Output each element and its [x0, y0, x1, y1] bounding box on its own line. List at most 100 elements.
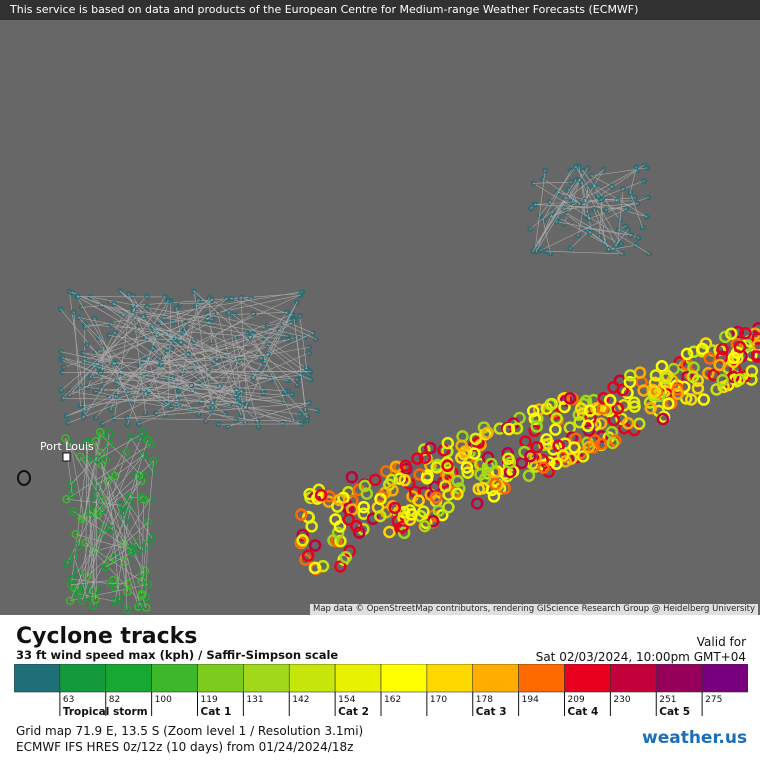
- track-point: [95, 427, 105, 437]
- track-point: [264, 323, 270, 329]
- track-point: [725, 327, 738, 340]
- track-segment: [141, 499, 145, 582]
- track-point: [73, 584, 83, 594]
- track-point: [314, 407, 320, 414]
- track-segment: [60, 351, 115, 364]
- track-point: [745, 373, 758, 386]
- track-point: [67, 489, 77, 499]
- track-point: [424, 441, 437, 455]
- track-segment: [87, 460, 107, 501]
- track-point: [130, 307, 137, 313]
- track-point: [254, 418, 261, 424]
- track-point: [750, 350, 760, 363]
- track-point: [161, 315, 167, 322]
- track-point: [294, 299, 300, 305]
- scale-box: [59, 664, 107, 693]
- track-point: [195, 297, 202, 303]
- track-point: [684, 393, 698, 406]
- track-segment: [591, 175, 613, 187]
- track-segment: [234, 337, 260, 428]
- track-point: [607, 380, 620, 394]
- track-point: [62, 559, 72, 568]
- track-segment: [263, 301, 298, 363]
- track-point: [639, 224, 646, 231]
- track-point: [522, 469, 536, 482]
- track-segment: [71, 579, 111, 585]
- track-point: [552, 439, 565, 453]
- track-segment: [183, 329, 243, 392]
- track-point: [611, 402, 625, 415]
- track-point: [527, 226, 533, 232]
- track-point: [214, 310, 221, 317]
- track-point: [137, 493, 147, 503]
- track-segment: [605, 203, 638, 211]
- track-point: [530, 420, 543, 433]
- track-point: [93, 490, 103, 499]
- track-point: [58, 387, 64, 394]
- track-point: [175, 387, 182, 394]
- track-segment: [245, 301, 298, 408]
- track-segment: [267, 319, 295, 327]
- track-point: [584, 165, 591, 171]
- track-point: [112, 330, 118, 336]
- track-point: [645, 194, 652, 201]
- track-point: [623, 375, 637, 389]
- track-point: [313, 336, 319, 343]
- track-point: [703, 352, 717, 365]
- track-point: [165, 402, 172, 408]
- track-segment: [147, 357, 166, 416]
- track-point: [134, 602, 143, 611]
- track-point: [655, 359, 669, 373]
- track-point: [474, 468, 487, 481]
- track-point: [121, 448, 131, 457]
- track-segment: [129, 439, 148, 498]
- track-point: [99, 421, 106, 427]
- track-segment: [95, 549, 142, 582]
- category-label: Cat 3: [476, 706, 507, 718]
- track-point: [79, 513, 89, 523]
- place-label: Port Louis: [40, 440, 94, 453]
- track-segment: [107, 481, 143, 574]
- scale-value: 209: [568, 695, 585, 705]
- track-point: [560, 221, 567, 227]
- track-point: [209, 296, 215, 303]
- track-point: [188, 382, 195, 389]
- track-point: [67, 580, 76, 590]
- track-point: [524, 449, 537, 463]
- scale-box: [655, 664, 703, 693]
- track-point: [405, 508, 418, 521]
- track-point: [418, 451, 432, 464]
- model-info: ECMWF IFS HRES 0z/12z (10 days) from 01/…: [16, 740, 354, 754]
- scale-value: 154: [338, 695, 355, 705]
- track-point: [461, 466, 475, 479]
- track-segment: [81, 527, 106, 601]
- track-point: [609, 183, 615, 190]
- track-point: [733, 373, 746, 386]
- track-point: [63, 413, 70, 419]
- track-point: [546, 199, 553, 205]
- track-point: [87, 374, 93, 381]
- track-point: [575, 232, 581, 239]
- track-segment: [114, 303, 172, 343]
- track-point: [696, 342, 709, 356]
- track-point: [57, 306, 64, 313]
- track-segment: [157, 347, 172, 376]
- track-segment: [110, 324, 160, 359]
- track-point: [586, 229, 593, 236]
- category-label: Cat 4: [568, 706, 599, 718]
- track-point: [282, 389, 289, 396]
- track-segment: [73, 311, 81, 406]
- track-point: [310, 330, 316, 337]
- track-point: [105, 556, 114, 566]
- track-point: [555, 188, 562, 195]
- track-point: [204, 315, 211, 322]
- track-segment: [581, 182, 617, 247]
- track-segment: [109, 301, 264, 391]
- track-point: [301, 549, 315, 562]
- track-point: [297, 313, 303, 319]
- track-point: [528, 412, 542, 426]
- track-point: [533, 249, 539, 255]
- track-point: [66, 288, 73, 295]
- track-point: [198, 399, 205, 405]
- scale-value: 251: [659, 695, 676, 705]
